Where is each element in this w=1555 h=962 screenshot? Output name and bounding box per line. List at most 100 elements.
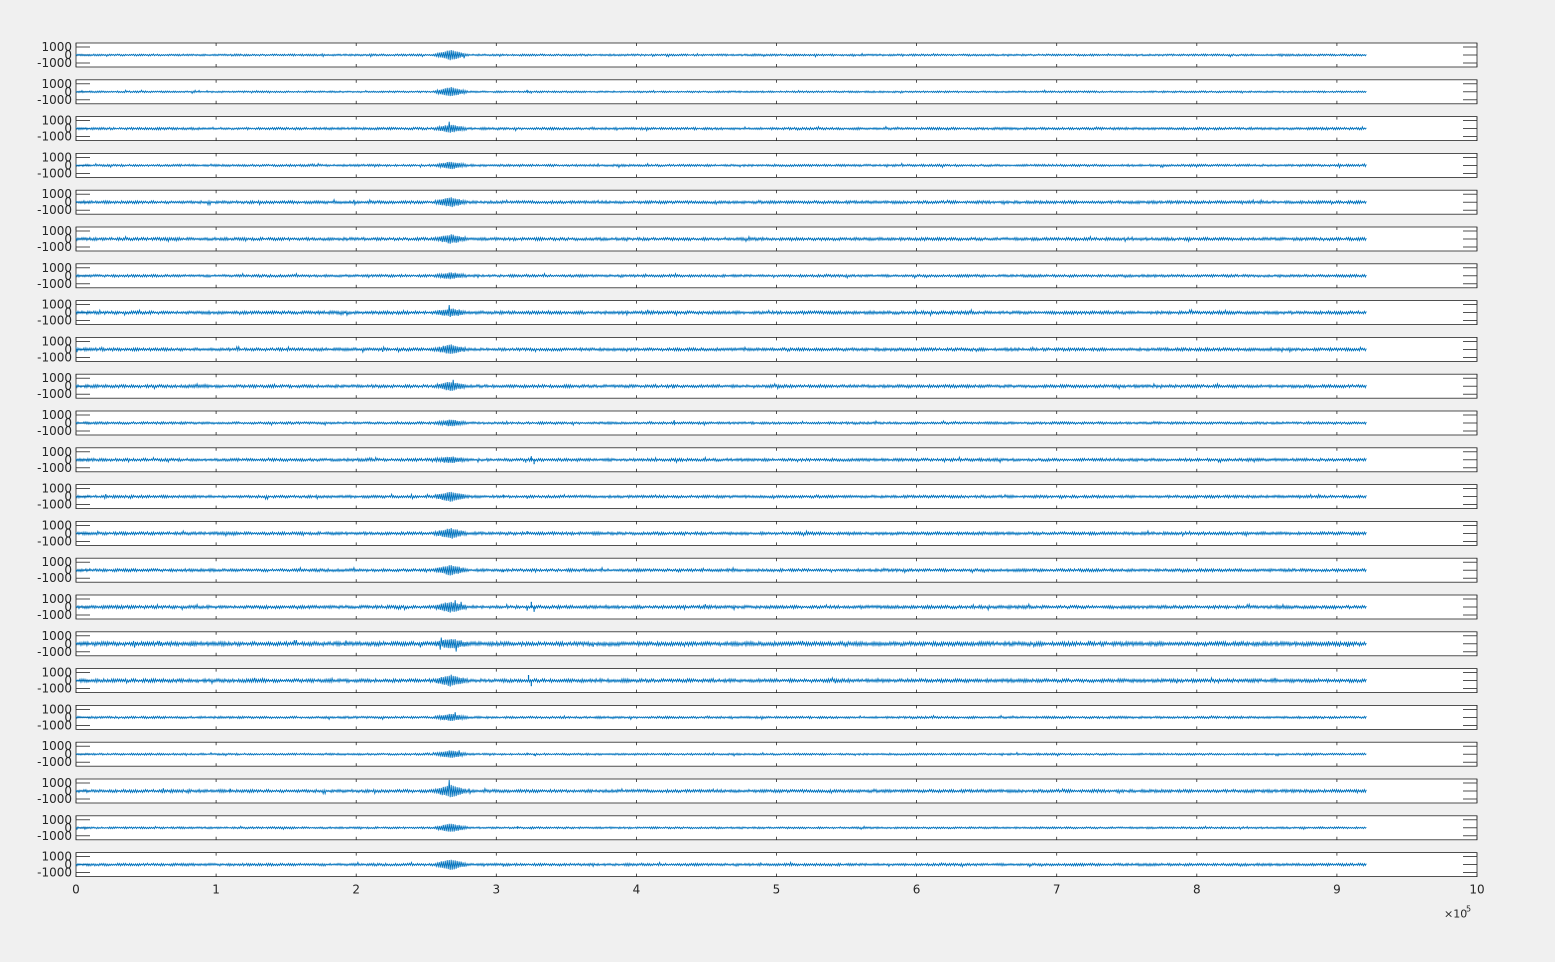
signal-trace — [75, 161, 1367, 170]
y-tick-label: 1000 — [41, 114, 72, 128]
y-tick-label: 0 — [64, 526, 72, 540]
y-tick-label: 1000 — [41, 482, 72, 496]
y-tick-label: -1000 — [37, 534, 72, 548]
y-tick-label: 1000 — [41, 187, 72, 201]
signal-trace — [75, 750, 1367, 758]
y-tick-label: 0 — [64, 858, 72, 872]
x-tick-label: 10 — [1469, 883, 1484, 897]
y-tick-label: 1000 — [41, 77, 72, 91]
y-tick-label: 1000 — [41, 371, 72, 385]
y-tick-label: 1000 — [41, 261, 72, 275]
y-tick-label: 1000 — [41, 518, 72, 532]
y-tick-label: -1000 — [37, 350, 72, 364]
x-tick-label: 8 — [1193, 883, 1201, 897]
y-tick-label: 0 — [64, 269, 72, 283]
y-tick-label: 1000 — [41, 776, 72, 790]
signal-trace — [75, 565, 1367, 576]
signal-trace — [75, 197, 1367, 208]
y-tick-label: 0 — [64, 158, 72, 172]
x-exponent-label: ×10 — [1444, 908, 1467, 921]
y-tick-label: 0 — [64, 85, 72, 99]
y-tick-label: -1000 — [37, 424, 72, 438]
x-exponent-power: 5 — [1466, 905, 1471, 914]
y-tick-label: 1000 — [41, 150, 72, 164]
stacked-subplots: 10000-100010000-100010000-100010000-1000… — [37, 40, 1485, 921]
y-tick-label: -1000 — [37, 240, 72, 254]
y-tick-label: -1000 — [37, 792, 72, 806]
x-tick-label: 7 — [1053, 883, 1061, 897]
x-tick-label: 2 — [352, 883, 360, 897]
y-tick-label: 1000 — [41, 629, 72, 643]
y-tick-label: -1000 — [37, 387, 72, 401]
x-tick-label: 4 — [633, 883, 641, 897]
y-tick-label: -1000 — [37, 56, 72, 70]
signal-trace — [75, 379, 1367, 391]
y-tick-label: 0 — [64, 48, 72, 62]
signal-trace — [75, 491, 1367, 502]
y-tick-label: -1000 — [37, 866, 72, 880]
y-tick-label: 0 — [64, 747, 72, 761]
y-tick-label: 0 — [64, 490, 72, 504]
y-tick-label: 0 — [64, 306, 72, 320]
signal-trace — [75, 87, 1367, 97]
y-tick-label: 0 — [64, 674, 72, 688]
y-tick-label: 0 — [64, 232, 72, 246]
y-tick-label: 1000 — [41, 408, 72, 422]
signal-trace — [75, 637, 1367, 652]
y-tick-label: 1000 — [41, 666, 72, 680]
y-tick-label: 0 — [64, 784, 72, 798]
signal-trace — [75, 528, 1367, 539]
y-tick-label: -1000 — [37, 130, 72, 144]
y-tick-label: 0 — [64, 342, 72, 356]
signal-trace — [75, 419, 1367, 427]
signal-trace — [75, 50, 1367, 61]
y-tick-label: -1000 — [37, 166, 72, 180]
y-tick-label: 1000 — [41, 334, 72, 348]
y-tick-label: 0 — [64, 710, 72, 724]
signal-trace — [75, 859, 1367, 870]
y-tick-label: 1000 — [41, 850, 72, 864]
y-tick-label: -1000 — [37, 608, 72, 622]
y-tick-label: 0 — [64, 379, 72, 393]
signal-trace — [75, 344, 1367, 354]
signal-trace — [75, 674, 1367, 687]
y-tick-label: 1000 — [41, 702, 72, 716]
y-tick-label: 1000 — [41, 739, 72, 753]
y-tick-label: 1000 — [41, 40, 72, 54]
signal-trace — [75, 823, 1367, 832]
x-tick-label: 5 — [773, 883, 781, 897]
y-tick-label: 1000 — [41, 555, 72, 569]
y-tick-label: 0 — [64, 563, 72, 577]
signal-trace — [75, 779, 1367, 798]
y-tick-label: 0 — [64, 122, 72, 136]
y-tick-label: 1000 — [41, 224, 72, 238]
y-tick-label: -1000 — [37, 829, 72, 843]
y-tick-label: 1000 — [41, 445, 72, 459]
y-tick-label: 0 — [64, 416, 72, 430]
y-tick-label: 1000 — [41, 298, 72, 312]
y-tick-label: -1000 — [37, 682, 72, 696]
x-tick-label: 1 — [212, 883, 220, 897]
x-tick-label: 9 — [1333, 883, 1341, 897]
x-tick-label: 3 — [492, 883, 500, 897]
y-tick-label: 1000 — [41, 592, 72, 606]
signal-trace — [75, 600, 1367, 613]
